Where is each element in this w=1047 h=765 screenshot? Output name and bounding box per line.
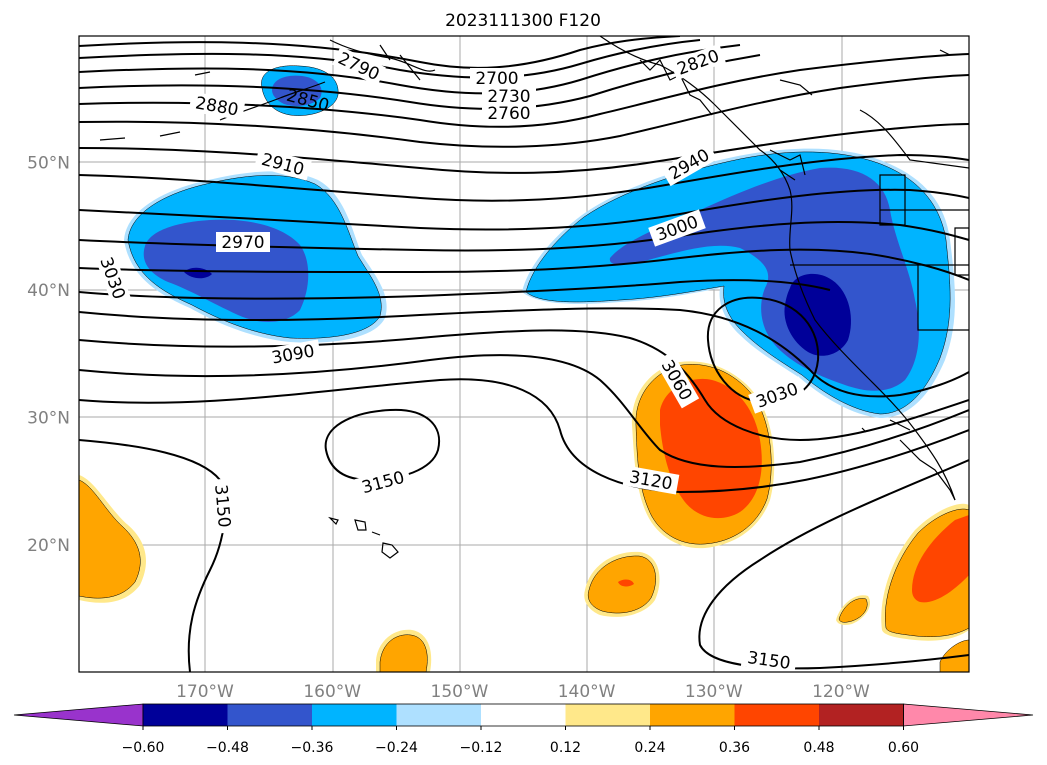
positive-anomaly-south xyxy=(376,551,660,672)
colorbar-segment xyxy=(565,704,651,726)
positive-anomaly-southeast xyxy=(836,503,969,672)
latitude-labels: 50°N 40°N 30°N 20°N xyxy=(27,154,70,557)
colorbar-tick-label: −0.60 xyxy=(122,740,165,756)
colorbar-segment xyxy=(143,704,228,726)
colorbar-max-arrow xyxy=(903,703,1034,727)
lat-label: 30°N xyxy=(27,409,70,429)
lat-label: 20°N xyxy=(27,536,70,556)
colorbar-segment xyxy=(481,704,566,726)
contour-label: 2700 xyxy=(475,69,518,89)
colorbar: −0.60 −0.48 −0.36 −0.24 −0.12 0.12 0.24 0.36 0.4… xyxy=(13,703,1034,756)
colorbar-tick-label: 0.48 xyxy=(803,740,834,756)
colorbar-tick-label: 0.12 xyxy=(550,740,581,756)
lon-label: 120°W xyxy=(812,682,870,702)
colorbar-tick-label: 0.60 xyxy=(888,740,919,756)
colorbar-segment xyxy=(227,704,313,726)
colorbar-segment xyxy=(396,704,482,726)
colorbar-segment xyxy=(312,704,397,726)
colorbar-tick-label: −0.12 xyxy=(460,740,503,756)
map-title: 2023111300 F120 xyxy=(445,11,601,31)
colorbar-segment xyxy=(734,704,820,726)
lon-label: 140°W xyxy=(558,682,616,702)
colorbar-tick-label: −0.24 xyxy=(375,740,418,756)
colorbar-tick-label: 0.36 xyxy=(719,740,750,756)
plot-frame xyxy=(78,35,970,673)
colorbar-tick-label: −0.36 xyxy=(291,740,334,756)
lon-label: 160°W xyxy=(303,682,361,702)
colorbar-tick-label: −0.48 xyxy=(206,740,249,756)
positive-anomaly-center xyxy=(631,361,775,549)
colorbar-segment xyxy=(650,704,735,726)
colorbar-segment xyxy=(819,704,904,726)
contour-labels: 2700 2730 2760 2790 2820 2850 2880 2910 … xyxy=(94,43,806,674)
lon-label: 130°W xyxy=(685,682,743,702)
colorbar-min-arrow xyxy=(13,703,144,727)
contour-label: 3150 xyxy=(210,484,234,529)
lon-label: 170°W xyxy=(176,682,234,702)
lat-label: 40°N xyxy=(27,281,70,301)
longitude-labels: 170°W 160°W 150°W 140°W 130°W 120°W xyxy=(176,682,870,702)
colorbar-tick-label: 0.24 xyxy=(634,740,665,756)
colorbar-frame xyxy=(142,703,904,727)
lon-label: 150°W xyxy=(431,682,489,702)
contour-label: 2730 xyxy=(487,87,530,107)
plot-area: 2700 2730 2760 2790 2820 2850 2880 2910 … xyxy=(79,36,969,674)
lat-label: 50°N xyxy=(27,154,70,174)
positive-anomaly-southwest xyxy=(79,475,147,603)
contour-label: 2970 xyxy=(221,233,264,253)
contour-label: 2760 xyxy=(487,104,530,124)
contour-label: 3150 xyxy=(746,648,792,674)
